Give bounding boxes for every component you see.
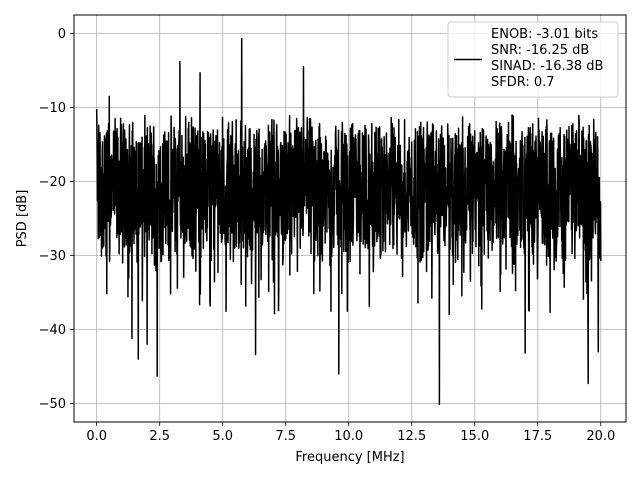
y-axis-label: PSD [dB] — [15, 190, 30, 248]
x-tick-label: 0.0 — [86, 429, 107, 444]
legend: ENOB: -3.01 bits SNR: -16.25 dB SINAD: -… — [447, 21, 619, 98]
y-tick-label: −10 — [39, 101, 66, 116]
x-tick-label: 17.5 — [523, 429, 552, 444]
psd-series-line — [95, 37, 602, 405]
y-tick-label: −40 — [39, 323, 66, 338]
x-tick-label: 15.0 — [460, 429, 489, 444]
x-tick-label: 7.5 — [275, 429, 296, 444]
x-tick-label: 5.0 — [212, 429, 233, 444]
x-tick-label: 12.5 — [397, 429, 426, 444]
x-tick-label: 2.5 — [149, 429, 170, 444]
legend-enob: ENOB: -3.01 bits — [491, 27, 598, 42]
y-axis-ticks: 0 −10 −20 −30 −40 −50 — [39, 27, 74, 412]
legend-box — [447, 21, 619, 98]
y-tick-label: −50 — [39, 397, 66, 412]
x-tick-label: 10.0 — [334, 429, 363, 444]
x-axis-ticks: 0.0 2.5 5.0 7.5 10.0 12.5 15.0 17.5 20.0 — [86, 422, 615, 444]
y-tick-label: −20 — [39, 175, 66, 190]
x-axis-label: Frequency [MHz] — [295, 450, 404, 465]
axes-frame — [73, 14, 627, 423]
y-tick-label: 0 — [58, 27, 66, 42]
plot-area — [95, 37, 602, 405]
x-tick-label: 20.0 — [586, 429, 615, 444]
y-tick-label: −30 — [39, 249, 66, 264]
legend-sinad: SINAD: -16.38 dB — [491, 59, 603, 74]
legend-sfdr: SFDR: 0.7 — [491, 75, 555, 90]
legend-snr: SNR: -16.25 dB — [491, 43, 589, 58]
